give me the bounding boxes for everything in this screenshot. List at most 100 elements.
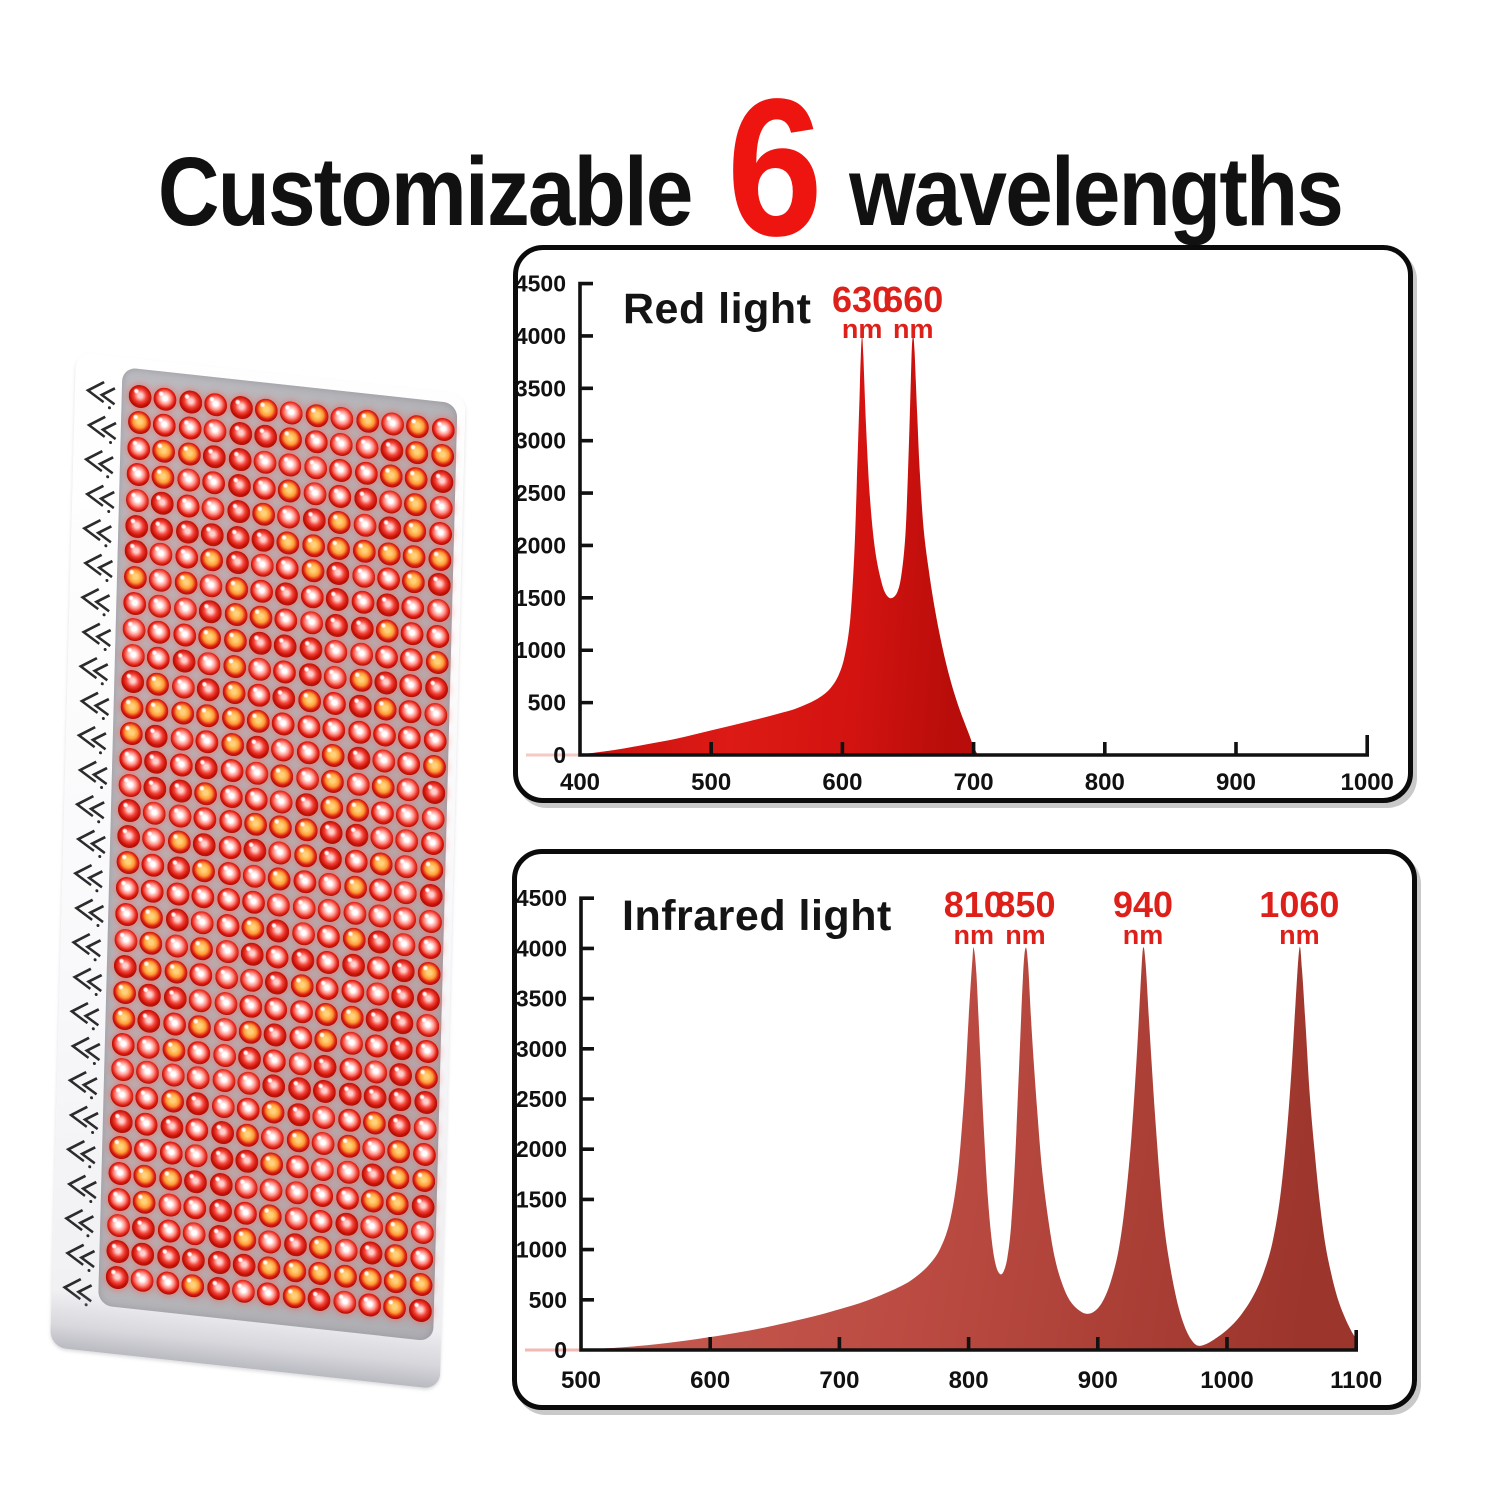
led-red-marble bbox=[272, 685, 296, 711]
x-tick-label: 500 bbox=[691, 769, 731, 796]
led-pink-glow bbox=[303, 454, 328, 481]
led-red-marble bbox=[178, 389, 203, 415]
led-white-swirl bbox=[415, 1038, 439, 1064]
led-amber-core bbox=[224, 576, 249, 602]
led-white-swirl bbox=[273, 659, 297, 685]
led-amber-core bbox=[385, 1216, 409, 1243]
led-amber-core bbox=[133, 1163, 157, 1190]
led-amber-core bbox=[414, 1064, 438, 1090]
led-red-marble bbox=[150, 490, 175, 516]
title-suffix: wavelengths bbox=[849, 137, 1344, 246]
led-red-marble bbox=[290, 946, 315, 973]
led-amber-core bbox=[379, 463, 403, 489]
vent-glyph bbox=[74, 898, 105, 928]
led-amber-core bbox=[369, 851, 393, 878]
led-pink-glow bbox=[352, 512, 377, 538]
led-pink-glow bbox=[211, 1094, 235, 1120]
led-red-marble bbox=[427, 572, 451, 598]
led-red-marble bbox=[235, 1148, 259, 1175]
led-pink-glow bbox=[318, 871, 342, 898]
led-amber-core bbox=[403, 517, 427, 544]
led-red-marble bbox=[183, 1169, 208, 1195]
led-white-swirl bbox=[162, 1010, 187, 1037]
led-white-swirl bbox=[126, 461, 150, 488]
led-white-swirl bbox=[146, 645, 171, 672]
led-pink-glow bbox=[372, 747, 396, 774]
led-amber-core bbox=[375, 618, 399, 644]
led-red-marble bbox=[298, 662, 322, 688]
led-pink-glow bbox=[118, 772, 142, 798]
led-white-swirl bbox=[241, 889, 266, 916]
led-white-swirl bbox=[322, 690, 347, 717]
led-pink-glow bbox=[413, 1116, 437, 1142]
led-pink-glow bbox=[239, 967, 264, 993]
led-red-marble bbox=[273, 633, 298, 659]
led-white-swirl bbox=[289, 998, 314, 1025]
led-white-swirl bbox=[157, 1218, 181, 1244]
led-pink-glow bbox=[292, 895, 316, 921]
led-red-marble bbox=[229, 394, 253, 421]
led-white-swirl bbox=[423, 727, 447, 754]
led-red-marble bbox=[207, 1249, 231, 1275]
led-white-swirl bbox=[401, 595, 425, 621]
led-amber-core bbox=[251, 501, 276, 527]
led-amber-core bbox=[336, 1133, 361, 1160]
led-pink-glow bbox=[201, 495, 225, 522]
led-white-swirl bbox=[141, 852, 165, 879]
led-red-marble bbox=[138, 982, 162, 1008]
led-pink-glow bbox=[242, 863, 266, 890]
led-amber-core bbox=[345, 797, 369, 823]
led-red-marble bbox=[312, 1079, 337, 1105]
led-amber-core bbox=[222, 653, 247, 680]
led-white-swirl bbox=[135, 1085, 159, 1112]
led-pink-glow bbox=[110, 1083, 134, 1109]
y-tick-label: 4000 bbox=[518, 323, 566, 349]
led-pink-glow bbox=[168, 803, 192, 830]
peak-wavelength-value: 630 bbox=[832, 279, 892, 320]
led-white-swirl bbox=[107, 1186, 131, 1213]
led-white-swirl bbox=[217, 860, 241, 887]
led-pink-glow bbox=[234, 1174, 258, 1201]
led-amber-core bbox=[355, 408, 380, 435]
led-white-swirl bbox=[219, 783, 243, 809]
y-tick-label: 2000 bbox=[517, 1136, 567, 1162]
led-pink-glow bbox=[284, 1205, 308, 1232]
led-pink-glow bbox=[410, 1219, 434, 1246]
led-amber-core bbox=[139, 930, 163, 956]
led-white-swirl bbox=[372, 722, 397, 748]
vent-glyph bbox=[69, 1001, 100, 1031]
led-red-marble bbox=[228, 420, 253, 447]
led-amber-core bbox=[419, 857, 444, 883]
led-white-swirl bbox=[247, 682, 271, 708]
led-pink-glow bbox=[188, 987, 213, 1014]
led-amber-core bbox=[282, 1283, 306, 1310]
led-red-marble bbox=[391, 957, 416, 984]
y-tick-label: 3000 bbox=[518, 428, 566, 454]
led-pink-glow bbox=[136, 1059, 160, 1086]
x-tick-label: 400 bbox=[560, 769, 600, 796]
led-white-swirl bbox=[127, 435, 151, 462]
peak-wavelength-value: 940 bbox=[1113, 884, 1173, 925]
x-tick-label: 1000 bbox=[1200, 1367, 1253, 1394]
led-amber-core bbox=[223, 627, 247, 654]
led-pink-glow bbox=[258, 1229, 282, 1255]
led-pink-glow bbox=[214, 964, 239, 991]
led-white-swirl bbox=[398, 724, 422, 751]
peak-wavelength-unit: nm bbox=[1005, 920, 1046, 950]
led-white-swirl bbox=[322, 716, 346, 743]
led-amber-core bbox=[167, 829, 191, 856]
led-white-swirl bbox=[337, 1107, 361, 1134]
x-tick-label: 700 bbox=[954, 769, 994, 796]
led-amber-core bbox=[267, 866, 292, 892]
led-amber-core bbox=[174, 570, 198, 597]
led-pink-glow bbox=[323, 664, 348, 691]
led-red-marble bbox=[150, 516, 174, 542]
led-red-marble bbox=[313, 1053, 337, 1079]
led-pink-glow bbox=[176, 467, 201, 493]
led-white-swirl bbox=[425, 623, 450, 650]
led-red-marble bbox=[325, 587, 350, 613]
peak-wavelength-unit: nm bbox=[1279, 920, 1320, 950]
x-tick-label: 700 bbox=[819, 1367, 859, 1394]
led-pink-glow bbox=[250, 552, 275, 579]
